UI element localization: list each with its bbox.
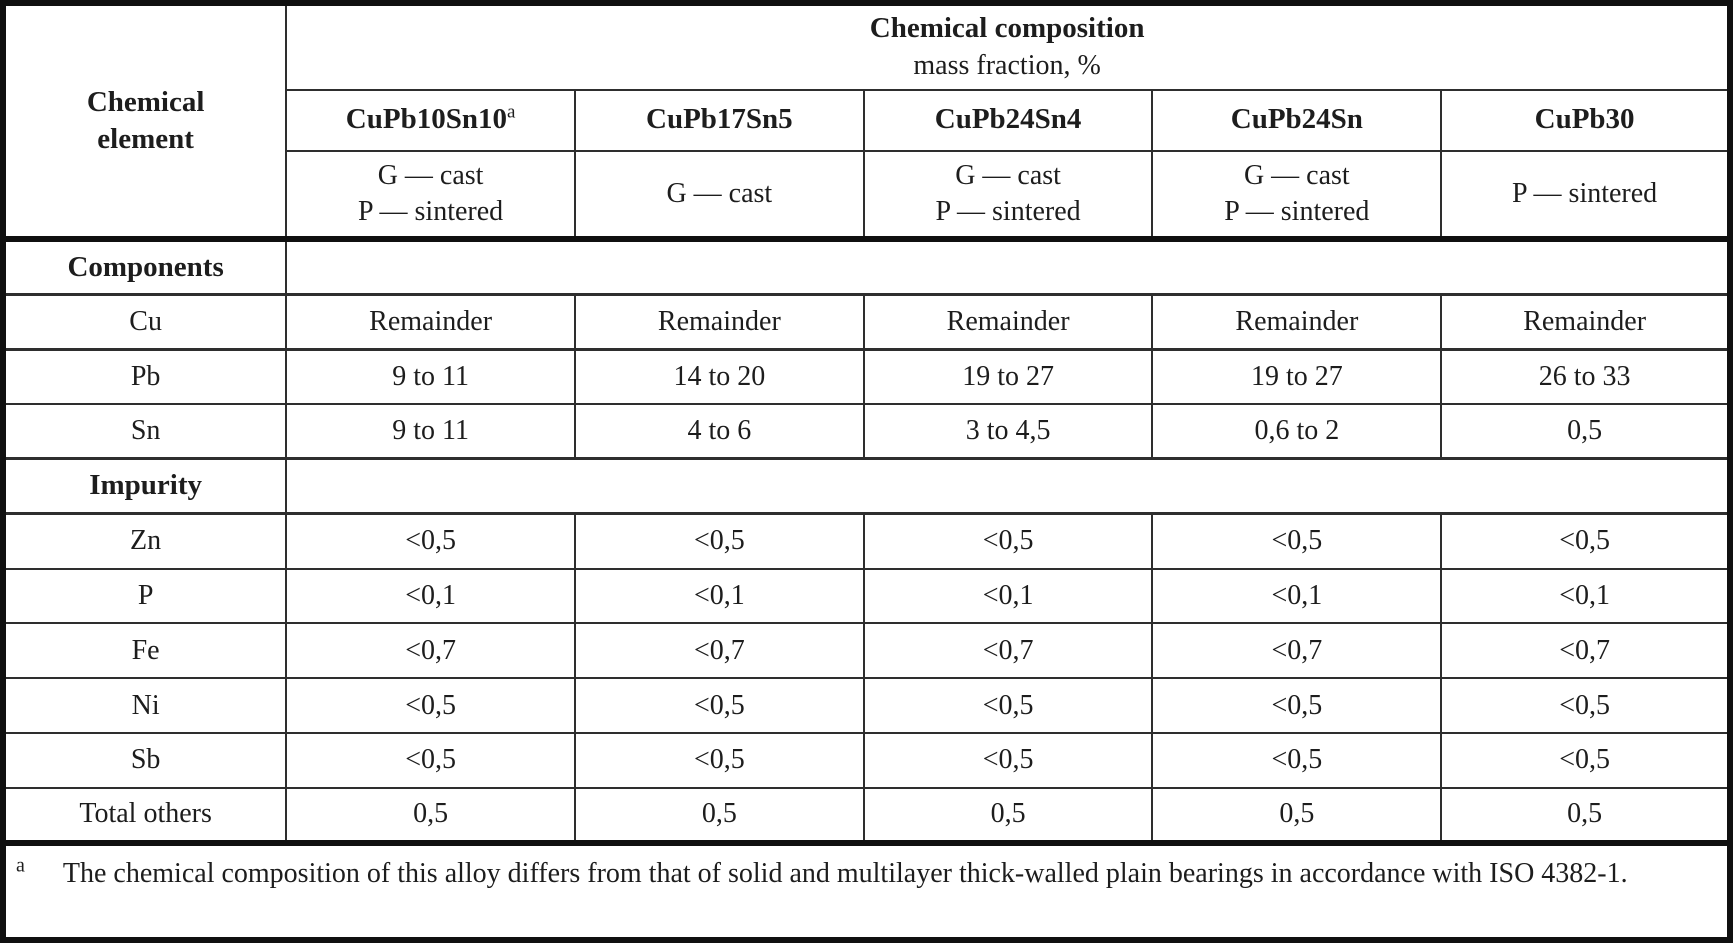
value-cell: 0,5 [285,787,576,844]
value-cell: Remainder [573,293,865,351]
value-cell: 0,6 to 2 [1151,402,1443,461]
value-cell: 19 to 27 [1151,348,1443,405]
value-cell: <0,5 [862,732,1154,789]
element-cell: Sn [1,402,288,461]
value-cell: <0,5 [1440,512,1731,570]
value-cell: <0,5 [285,732,576,789]
value-cell: Remainder [285,293,576,351]
column-header-cupb24sn: CuPb24Sn [1151,88,1443,152]
value-cell: <0,1 [285,567,576,625]
value-cell: 0,5 [1440,402,1731,461]
value-cell: <0,5 [285,512,576,570]
table-row-total-others: Total others 0,5 0,5 0,5 0,5 0,5 [1,787,1731,844]
alloy-name: CuPb30 [1534,103,1635,136]
value-cell: 9 to 11 [285,402,576,461]
value-cell: 0,5 [862,787,1154,844]
value-cell: 19 to 27 [862,348,1154,405]
column-header-cupb17sn5: CuPb17Sn5 [573,88,865,152]
value-cell: <0,5 [1440,732,1731,789]
value-cell: <0,5 [1151,732,1443,789]
value-cell: <0,5 [1151,677,1443,735]
alloy-name: CuPb10Sn10 [345,103,507,136]
table-row-cu: Cu Remainder Remainder Remainder Remaind… [1,293,1731,351]
element-cell: Fe [1,622,288,680]
value-cell: <0,5 [862,512,1154,570]
table-row-fe: Fe <0,7 <0,7 <0,7 <0,7 <0,7 [1,622,1731,680]
value-cell: <0,5 [1151,512,1443,570]
process-cell: G — cast P — sintered [862,149,1154,243]
value-cell: <0,5 [573,732,865,789]
value-cell: Remainder [862,293,1154,351]
value-cell: <0,5 [573,512,865,570]
group-header-cell: Chemical composition mass fraction, % [285,2,1731,91]
value-cell: <0,5 [1440,677,1731,735]
process-cell: G — cast [573,149,865,243]
value-cell: 0,5 [573,787,865,844]
table-row-sn: Sn 9 to 11 4 to 6 3 to 4,5 0,6 to 2 0,5 [1,402,1731,461]
value-cell: <0,7 [573,622,865,680]
value-cell: Remainder [1151,293,1443,351]
column-header-cupb24sn4: CuPb24Sn4 [862,88,1154,152]
element-cell: P [1,567,288,625]
element-cell: Pb [1,348,288,405]
value-cell: <0,7 [285,622,576,680]
table-row-pb: Pb 9 to 11 14 to 20 19 to 27 19 to 27 26… [1,348,1731,405]
table-header-row-process: G — cast P — sintered G — cast G — cast … [3,149,1731,243]
value-cell: <0,1 [1440,567,1731,625]
value-cell: <0,1 [1151,567,1443,625]
alloy-name: CuPb24Sn [1230,103,1363,136]
value-cell: <0,7 [1440,622,1731,680]
value-cell: 9 to 11 [285,348,576,405]
table-row-zn: Zn <0,5 <0,5 <0,5 <0,5 <0,5 [1,512,1731,570]
value-cell: <0,7 [862,622,1154,680]
process-cell: P — sintered [1440,149,1731,243]
table-row-p: P <0,1 <0,1 <0,1 <0,1 <0,1 [1,567,1731,625]
section-label-impurity: Impurity [1,457,288,516]
footnote: a The chemical composition of this alloy … [2,839,1731,942]
value-cell: 4 to 6 [573,402,865,461]
process-cell: G — cast P — sintered [285,149,576,243]
element-cell: Sb [1,732,288,789]
footnote-marker-superscript: a [506,101,516,123]
value-cell: 14 to 20 [573,348,865,405]
value-cell: <0,7 [1151,622,1443,680]
process-cell: G — cast P — sintered [1151,149,1443,243]
value-cell: 0,5 [1440,787,1731,844]
footnote-text: The chemical composition of this alloy d… [62,857,1628,889]
alloy-name: CuPb17Sn5 [646,103,793,136]
section-row-components: Components [1,238,1731,296]
value-cell: 0,5 [1151,787,1443,844]
table-row-ni: Ni <0,5 <0,5 <0,5 <0,5 <0,5 [1,677,1731,735]
value-cell: 3 to 4,5 [862,402,1154,461]
value-cell: <0,5 [862,677,1154,735]
table-header-row-alloys: CuPb10Sn10a CuPb17Sn5 CuPb24Sn4 CuPb24Sn… [3,88,1731,152]
table-footnote-row: a The chemical composition of this alloy … [2,839,1731,942]
element-cell: Zn [1,512,288,570]
section-row-impurity: Impurity [1,457,1731,516]
value-cell: <0,1 [573,567,865,625]
value-cell: 26 to 33 [1440,348,1731,405]
corner-header-chemical-element: Chemical element [1,1,288,243]
table-row-sb: Sb <0,5 <0,5 <0,5 <0,5 <0,5 [1,732,1731,789]
alloy-name: CuPb24Sn4 [934,103,1082,136]
element-cell: Ni [1,677,288,735]
column-header-cupb10sn10: CuPb10Sn10a [285,88,576,152]
footnote-marker: a [16,854,25,877]
section-label-components: Components [1,238,288,296]
section-spacer-cell [285,457,1731,516]
element-cell: Total others [1,787,288,844]
value-cell: Remainder [1440,293,1731,351]
element-cell: Cu [1,293,288,351]
section-spacer-cell [285,238,1731,296]
column-header-cupb30: CuPb30 [1440,88,1731,152]
table-header-row-group: Chemical element Chemical composition ma… [1,1,1731,243]
group-header-title: Chemical composition [869,12,1145,45]
value-cell: <0,5 [285,677,576,735]
value-cell: <0,5 [573,677,865,735]
value-cell: <0,1 [862,567,1154,625]
group-header-subtitle: mass fraction, % [913,49,1101,81]
